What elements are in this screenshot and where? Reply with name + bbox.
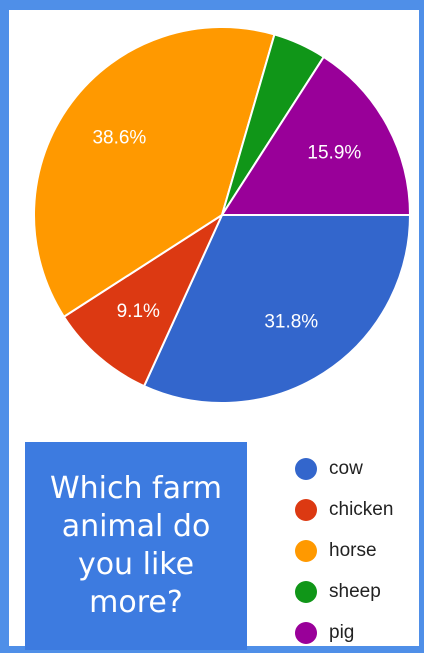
pie-chart: 31.8% 9.1% 38.6% 15.9% <box>33 26 412 404</box>
legend-swatch-pig <box>295 621 317 644</box>
slice-label-horse: 38.6% <box>92 127 146 148</box>
question-text: Which farm animal do you like more? <box>49 470 223 621</box>
chart-card: 31.8% 9.1% 38.6% 15.9% Which farm animal do… <box>9 10 419 650</box>
legend-swatch-cow <box>295 457 317 480</box>
legend-item-pig: pig <box>295 612 393 653</box>
pie-slice-horse <box>33 26 276 319</box>
legend-label-chicken: chicken <box>329 498 394 520</box>
pie-slice-pig <box>220 55 412 216</box>
legend-swatch-sheep <box>295 580 317 603</box>
slice-label-cow: 31.8% <box>264 312 318 333</box>
legend-label-cow: cow <box>329 457 363 479</box>
legend-item-sheep: sheep <box>295 571 393 612</box>
legend-label-horse: horse <box>329 539 377 561</box>
legend: cow chicken horse sheep pig <box>295 448 393 653</box>
legend-item-cow: cow <box>295 448 393 489</box>
legend-label-pig: pig <box>329 621 355 643</box>
slice-label-chicken: 9.1% <box>117 301 160 322</box>
legend-swatch-chicken <box>295 498 317 521</box>
slice-label-pig: 15.9% <box>307 143 361 164</box>
legend-swatch-horse <box>295 539 317 562</box>
question-box: Which farm animal do you like more? <box>25 442 247 650</box>
legend-item-horse: horse <box>295 530 393 571</box>
legend-label-sheep: sheep <box>329 580 381 602</box>
legend-item-chicken: chicken <box>295 489 393 530</box>
pie-slice-chicken <box>62 212 225 388</box>
pie-slice-cow <box>142 214 412 404</box>
